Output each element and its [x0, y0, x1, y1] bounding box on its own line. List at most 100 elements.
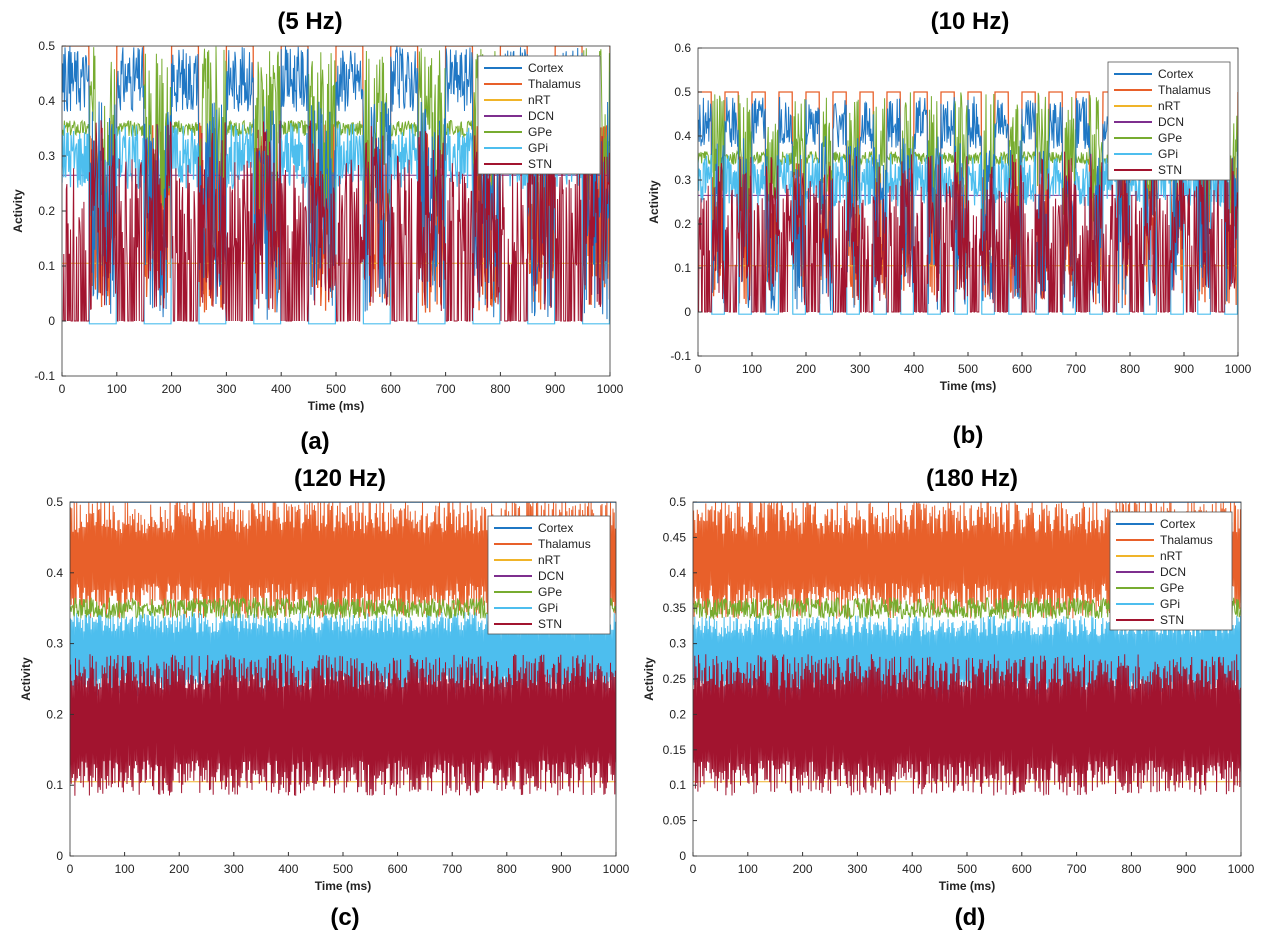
legend-entry: STN	[1158, 163, 1182, 177]
y-tick-label: -0.1	[34, 369, 55, 383]
x-tick-label: 1000	[597, 382, 624, 396]
y-tick-label: 0	[48, 314, 55, 328]
legend-entry: STN	[538, 617, 562, 631]
y-tick-label: 0.3	[669, 637, 686, 651]
legend-entry: Cortex	[538, 521, 573, 535]
x-tick-label: 900	[551, 862, 571, 876]
x-tick-label: 700	[442, 862, 462, 876]
x-tick-label: 600	[388, 862, 408, 876]
chart-title: (120 Hz)	[293, 465, 387, 492]
x-tick-label: 600	[1012, 862, 1032, 876]
x-tick-label: 100	[738, 862, 758, 876]
x-tick-label: 200	[169, 862, 189, 876]
x-tick-label: 0	[59, 382, 66, 396]
x-tick-label: 900	[1174, 362, 1194, 376]
x-tick-label: 600	[381, 382, 401, 396]
x-tick-label: 300	[850, 362, 870, 376]
legend-entry: Thalamus	[1158, 83, 1211, 97]
legend-entry: nRT	[1158, 99, 1181, 113]
x-axis-label: Time (ms)	[315, 879, 371, 893]
y-axis-label: Activity	[19, 657, 33, 701]
x-tick-label: 0	[690, 862, 697, 876]
legend-entry: GPe	[538, 585, 562, 599]
chart-caption: (d)	[954, 904, 986, 931]
y-tick-label: 0.2	[674, 217, 691, 231]
x-tick-label: 500	[333, 862, 353, 876]
y-tick-label: 0.1	[669, 778, 686, 792]
y-axis-label: Activity	[647, 180, 661, 224]
legend-entry: Cortex	[528, 61, 563, 75]
series-line-stn	[693, 654, 1241, 796]
legend: Cortex Thalamus nRT DCN GPe GPi STN	[477, 55, 601, 175]
x-tick-label: 900	[1176, 862, 1196, 876]
y-tick-label: -0.1	[670, 349, 691, 363]
x-tick-label: 400	[271, 382, 291, 396]
y-tick-label: 0.2	[669, 707, 686, 721]
y-tick-label: 0.5	[38, 39, 55, 53]
x-tick-label: 600	[1012, 362, 1032, 376]
legend-entry: GPe	[1158, 131, 1182, 145]
x-tick-label: 900	[545, 382, 565, 396]
x-axis-label: Time (ms)	[308, 399, 364, 413]
x-axis-label: Time (ms)	[939, 879, 995, 893]
x-tick-label: 400	[278, 862, 298, 876]
x-tick-label: 500	[957, 862, 977, 876]
legend-entry: GPe	[528, 125, 552, 139]
series-line-stn	[70, 654, 616, 796]
y-tick-label: 0.25	[663, 672, 687, 686]
legend: Cortex Thalamus nRT DCN GPe GPi STN	[487, 515, 611, 635]
chart-plot-c: 0 100 200 300 400 500 600 700 800 900 1000 0 0.1 0.2 0…	[19, 495, 630, 893]
y-tick-label: 0.4	[669, 566, 686, 580]
legend-entry: DCN	[1160, 565, 1186, 579]
chart-caption: (c)	[330, 904, 360, 931]
y-tick-label: 0	[679, 849, 686, 863]
x-tick-label: 200	[162, 382, 182, 396]
x-tick-label: 700	[1066, 362, 1086, 376]
series-line-stn	[698, 151, 1238, 313]
x-tick-label: 800	[1121, 862, 1141, 876]
x-tick-label: 700	[436, 382, 456, 396]
x-tick-label: 300	[847, 862, 867, 876]
x-tick-label: 1000	[603, 862, 630, 876]
y-tick-label: 0.2	[38, 204, 55, 218]
y-tick-label: 0.4	[46, 566, 63, 580]
x-tick-label: 300	[216, 382, 236, 396]
x-tick-label: 0	[695, 362, 702, 376]
x-tick-label: 1000	[1228, 862, 1255, 876]
legend-entry: GPi	[1158, 147, 1178, 161]
x-tick-label: 100	[115, 862, 135, 876]
y-tick-label: 0.3	[38, 149, 55, 163]
legend-entry: Cortex	[1160, 517, 1195, 531]
legend-entry: DCN	[538, 569, 564, 583]
y-tick-label: 0.45	[663, 530, 687, 544]
legend-entry: nRT	[538, 553, 561, 567]
x-tick-label: 100	[742, 362, 762, 376]
y-axis-label: Activity	[642, 657, 656, 701]
y-tick-label: 0.1	[46, 778, 63, 792]
y-tick-label: 0.6	[674, 41, 691, 55]
y-tick-label: 0.1	[674, 261, 691, 275]
chart-caption: (b)	[952, 422, 984, 449]
x-tick-label: 800	[490, 382, 510, 396]
legend-entry: GPi	[1160, 597, 1180, 611]
legend-entry: GPi	[528, 141, 548, 155]
x-axis-label: Time (ms)	[940, 379, 996, 393]
y-tick-label: 0	[56, 849, 63, 863]
y-tick-label: 0.5	[674, 85, 691, 99]
legend-entry: GPe	[1160, 581, 1184, 595]
legend-entry: DCN	[1158, 115, 1184, 129]
y-tick-label: 0.05	[663, 814, 687, 828]
chart-title: (180 Hz)	[925, 465, 1019, 492]
chart-title: (10 Hz)	[930, 8, 1010, 35]
y-tick-label: 0.2	[46, 707, 63, 721]
legend-entry: Thalamus	[538, 537, 591, 551]
legend-entry: nRT	[528, 93, 551, 107]
legend-entry: STN	[1160, 613, 1184, 627]
legend-entry: STN	[528, 157, 552, 171]
y-tick-label: 0.15	[663, 743, 687, 757]
y-tick-label: 0.1	[38, 259, 55, 273]
y-tick-label: 0.4	[38, 94, 55, 108]
legend-entry: GPi	[538, 601, 558, 615]
legend-entry: Thalamus	[1160, 533, 1213, 547]
